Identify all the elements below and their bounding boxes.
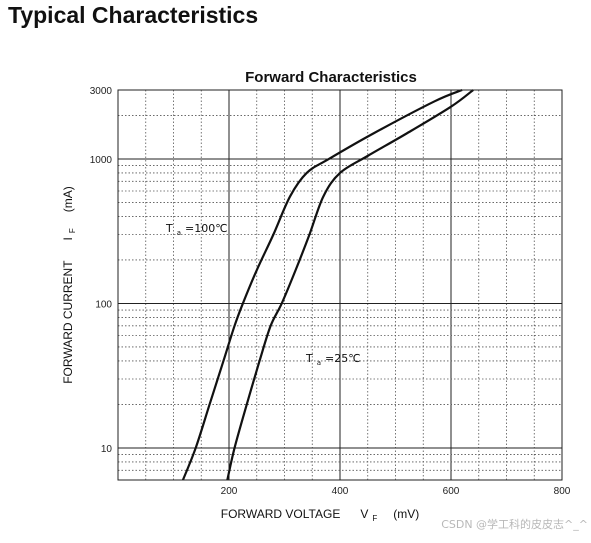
- series-label-100c-subscript: a: [177, 229, 181, 237]
- tick-labels: 200 400 600 800 10 100 1000 3000: [90, 86, 571, 497]
- y-axis-subscript: F: [68, 228, 77, 233]
- y-axis-unit: (mA): [61, 186, 75, 212]
- x-tick-label: 600: [443, 486, 460, 497]
- x-axis-unit: (mV): [393, 507, 419, 521]
- y-axis-title: FORWARD CURRENT: [61, 260, 75, 384]
- x-axis-symbol: V: [360, 507, 368, 521]
- series-label-100c: T a =100℃: [165, 219, 228, 239]
- y-tick-label: 10: [101, 444, 113, 455]
- y-tick-label: 1000: [90, 155, 113, 166]
- plot-frame: [117, 89, 563, 481]
- series-label-25c: T a =25℃: [305, 349, 361, 369]
- chart-grid: [118, 90, 562, 480]
- series-label-25c-value: =25℃: [325, 352, 361, 365]
- y-axis-label: FORWARD CURRENT I F (mA): [59, 186, 79, 384]
- page-heading: Typical Characteristics: [8, 2, 259, 28]
- x-tick-label: 800: [554, 486, 571, 497]
- series-line-100c: [181, 88, 463, 481]
- series-label-100c-symbol: T: [165, 222, 173, 235]
- series-label-100c-value: =100℃: [185, 222, 228, 235]
- x-axis-label: FORWARD VOLTAGE V F (mV): [221, 505, 419, 525]
- series-label-25c-symbol: T: [305, 352, 313, 365]
- series-group: [181, 88, 474, 481]
- y-tick-label: 3000: [90, 86, 113, 97]
- series-line-25c: [226, 89, 474, 481]
- watermark: CSDN @学工科的皮皮志^_^: [441, 517, 588, 531]
- chart-title: Forward Characteristics: [245, 69, 417, 86]
- x-tick-label: 400: [332, 486, 349, 497]
- y-axis-symbol: I: [61, 237, 75, 240]
- svg-text:FORWARD CURRENT I: FORWARD CURRENT I F (mA): [59, 186, 79, 384]
- series-label-25c-subscript: a: [317, 359, 321, 367]
- x-tick-label: 200: [221, 486, 238, 497]
- y-tick-label: 100: [95, 299, 112, 310]
- x-axis-title: FORWARD VOLTAGE: [221, 507, 341, 521]
- x-axis-subscript: F: [372, 514, 377, 523]
